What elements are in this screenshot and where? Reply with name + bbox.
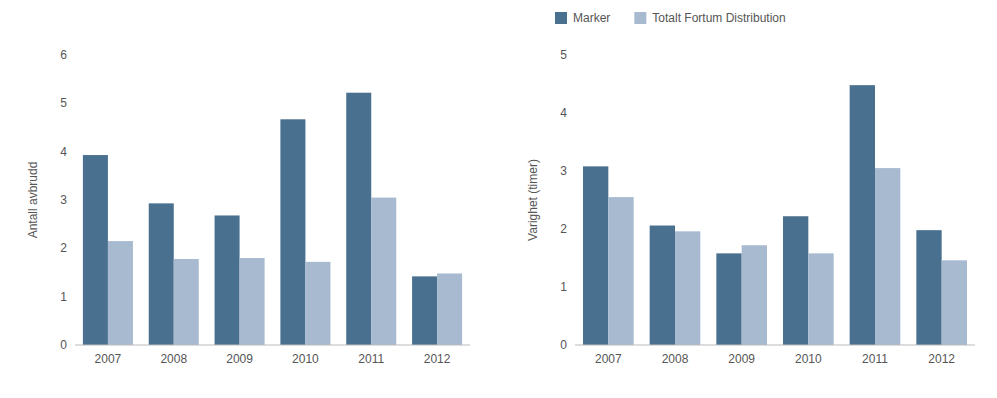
bar [437, 273, 462, 345]
x-tick-label: 2012 [928, 352, 955, 366]
bar [783, 216, 808, 345]
bar [280, 119, 305, 345]
bar [240, 258, 265, 345]
x-tick-label: 2007 [595, 352, 622, 366]
legend: Marker Totalt Fortum Distribution [555, 11, 786, 25]
y-tick-label: 5 [60, 96, 67, 110]
y-tick-label: 6 [60, 48, 67, 62]
x-tick-label: 2012 [424, 352, 451, 366]
bar-chart: 0 1 2 3 4 5 Varighet (timer) 2007 2008 2009 2010 20… [526, 11, 975, 366]
x-axis-line [575, 345, 975, 346]
bar [808, 253, 833, 345]
legend-swatch [555, 12, 567, 24]
legend-label: Marker [573, 11, 610, 25]
x-axis-line [75, 345, 470, 346]
bar [215, 215, 240, 345]
bar [916, 230, 941, 345]
x-tick-label: 2007 [95, 352, 122, 366]
y-axis-label: Antall avbrudd [26, 162, 40, 239]
bar [346, 93, 371, 345]
bar [650, 226, 675, 345]
legend-swatch [634, 12, 646, 24]
bar [942, 260, 967, 345]
x-tick-label: 2009 [226, 352, 253, 366]
x-tick-label: 2008 [160, 352, 187, 366]
bar [174, 259, 199, 345]
y-tick-label: 1 [560, 280, 567, 294]
y-tick-label: 4 [560, 106, 567, 120]
bar [371, 198, 396, 345]
y-tick-label: 2 [560, 222, 567, 236]
y-tick-label: 3 [60, 193, 67, 207]
bar [305, 262, 330, 345]
y-tick-label: 0 [60, 338, 67, 352]
bar [875, 168, 900, 345]
y-tick-label: 3 [560, 164, 567, 178]
y-tick-label: 0 [560, 338, 567, 352]
y-tick-label: 1 [60, 290, 67, 304]
y-tick-label: 4 [60, 145, 67, 159]
bar [83, 155, 108, 345]
y-tick-label: 2 [60, 241, 67, 255]
x-tick-label: 2009 [728, 352, 755, 366]
x-tick-label: 2008 [662, 352, 689, 366]
bars [83, 93, 462, 345]
bar [850, 85, 875, 345]
y-tick-label: 5 [560, 48, 567, 62]
x-tick-label: 2010 [292, 352, 319, 366]
bar [149, 203, 174, 345]
bar [108, 241, 133, 345]
x-tick-label: 2011 [862, 352, 888, 366]
figure: 0123456Antall avbrudd2007200820092010201… [0, 0, 997, 398]
bar [583, 166, 608, 345]
x-tick-label: 2011 [358, 352, 384, 366]
y-axis-label: Varighet (timer) [526, 159, 540, 241]
bar [608, 197, 633, 345]
x-tick-label: 2010 [795, 352, 822, 366]
legend-label: Totalt Fortum Distribution [652, 11, 785, 25]
bar [742, 245, 767, 345]
bar [675, 231, 700, 345]
bar [716, 253, 741, 345]
bars [583, 85, 967, 345]
bar [412, 276, 437, 345]
bar-chart: 0 1 2 3 4 5 6 Antall avbrudd 2007 2008 2009 2010 201… [26, 48, 470, 366]
